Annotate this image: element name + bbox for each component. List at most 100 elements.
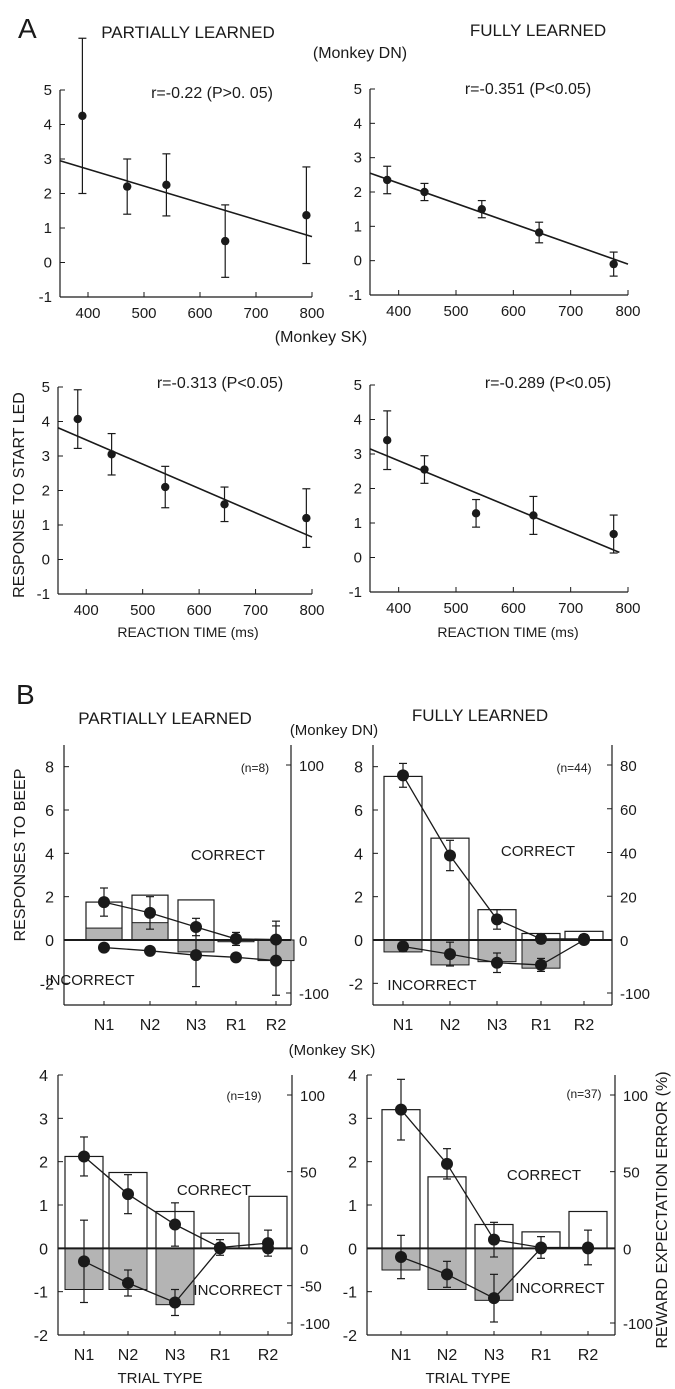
panel-b-monkey-dn: (Monkey DN) (290, 722, 378, 739)
panel-a-ylabel: RESPONSE TO START LED (11, 392, 28, 598)
y-tick-label: 8 (354, 760, 363, 777)
y-tick-label: 2 (348, 1155, 357, 1172)
y-tick-label: -2 (40, 976, 54, 993)
y-tick-label: 1 (39, 1198, 48, 1215)
data-point (383, 436, 392, 445)
incorrect-series-point (397, 940, 409, 953)
right-tick-label: -100 (623, 1316, 653, 1333)
incorrect-series-point (262, 1242, 274, 1255)
data-point (107, 450, 116, 459)
panel-b-ylabel-right: REWARD EXPECTATION ERROR (%) (654, 1071, 671, 1348)
incorrect-series-point (78, 1255, 90, 1268)
correct-series-point (441, 1157, 453, 1170)
y-tick-label: 4 (354, 846, 363, 863)
x-tick-label: 700 (243, 305, 268, 322)
x-tick-label: 400 (74, 602, 99, 619)
y-tick-label: 4 (39, 1068, 48, 1085)
panel-a-xlabel-left: REACTION TIME (ms) (117, 624, 258, 640)
y-tick-label: -2 (34, 1328, 48, 1345)
right-tick-label: 100 (299, 758, 324, 775)
y-tick-label: -2 (349, 976, 363, 993)
right-tick-label: 0 (623, 1241, 631, 1258)
y-tick-label: 2 (39, 1155, 48, 1172)
right-tick-label: 50 (623, 1165, 640, 1182)
data-point (220, 500, 229, 509)
category-label: N1 (393, 1017, 414, 1034)
data-point (162, 180, 171, 190)
right-tick-label: -100 (300, 1316, 330, 1333)
data-point (123, 182, 132, 191)
y-tick-label: -2 (343, 1328, 357, 1345)
correct-series-point (122, 1188, 134, 1201)
y-tick-label: 3 (354, 150, 362, 167)
right-tick-label: 40 (620, 846, 637, 863)
correct-series-point (444, 849, 456, 862)
y-tick-label: -1 (349, 287, 362, 304)
x-tick-label: 500 (443, 600, 468, 617)
data-point (609, 529, 618, 539)
incorrect-series-point (578, 934, 590, 946)
bar-incorrect (85, 927, 123, 941)
category-label: R1 (531, 1347, 552, 1364)
y-tick-label: 5 (354, 377, 362, 394)
category-label: N1 (74, 1347, 95, 1364)
x-tick-label: 700 (558, 600, 583, 617)
incorrect-series-point (98, 941, 110, 954)
b-sk-partial-plot: -2 -1 0 1 2 3 4 N1 N2 N3 R1 R2 -100 -50 0 50 100 (n=19) CO… (34, 1068, 330, 1364)
bar-correct (430, 837, 470, 941)
category-label: R2 (258, 1347, 279, 1364)
panel-b-xlabel-left: TRIAL TYPE (117, 1370, 202, 1387)
panel-a-monkey-sk: (Monkey SK) (275, 329, 367, 346)
x-tick-label: 500 (130, 602, 155, 619)
y-tick-label: 0 (354, 550, 362, 567)
correlation-annotation: r=-0.22 (P>0. 05) (151, 85, 273, 102)
category-label: N3 (487, 1017, 508, 1034)
right-tick-label: 100 (300, 1088, 325, 1105)
incorrect-label: INCORRECT (193, 1282, 282, 1299)
correct-label: CORRECT (177, 1182, 251, 1199)
y-tick-label: 2 (45, 890, 54, 907)
incorrect-series-point (441, 1268, 453, 1281)
n-label: (n=44) (556, 761, 591, 775)
x-tick-label: 700 (558, 303, 583, 320)
incorrect-series-point (488, 1292, 500, 1305)
data-point (383, 175, 392, 185)
right-tick-label: 50 (300, 1165, 317, 1182)
right-tick-label: 0 (299, 933, 307, 950)
y-tick-label: 0 (348, 1241, 357, 1258)
incorrect-label: INCORRECT (387, 977, 476, 994)
y-tick-label: 1 (348, 1198, 357, 1215)
panel-a-header-full: FULLY LEARNED (470, 21, 606, 40)
a-dn-partial-plot: -1 0 1 2 3 4 5 400 500 600 700 800 r=-0.22 (P>0. 05) (39, 37, 325, 322)
correct-series-point (144, 906, 156, 919)
incorrect-series-point (270, 954, 282, 967)
data-point (78, 111, 87, 121)
y-tick-label: 8 (45, 760, 54, 777)
incorrect-series-point (190, 949, 202, 962)
correct-series-point (230, 932, 242, 945)
y-tick-label: 4 (45, 846, 54, 863)
right-tick-label: 80 (620, 758, 637, 775)
y-tick-label: 2 (42, 483, 50, 500)
incorrect-series-point (535, 1242, 547, 1255)
y-tick-label: 1 (354, 218, 362, 235)
x-tick-label: 400 (75, 305, 100, 322)
right-tick-label: -100 (299, 986, 329, 1003)
y-tick-label: -1 (37, 586, 50, 603)
incorrect-series-point (230, 951, 242, 964)
incorrect-series-point (169, 1296, 181, 1309)
panel-a-header-partial: PARTIALLY LEARNED (101, 23, 275, 42)
y-tick-label: -1 (349, 584, 362, 601)
correlation-annotation: r=-0.313 (P<0.05) (157, 375, 283, 392)
correct-series-point (488, 1233, 500, 1246)
data-point (302, 211, 311, 220)
correct-series-point (535, 932, 547, 945)
incorrect-series-point (214, 1242, 226, 1255)
x-tick-label: 800 (299, 305, 324, 322)
n-label: (n=19) (226, 1089, 261, 1103)
regression-line (57, 426, 313, 538)
correlation-annotation: r=-0.351 (P<0.05) (465, 81, 591, 98)
correct-series-point (78, 1150, 90, 1163)
